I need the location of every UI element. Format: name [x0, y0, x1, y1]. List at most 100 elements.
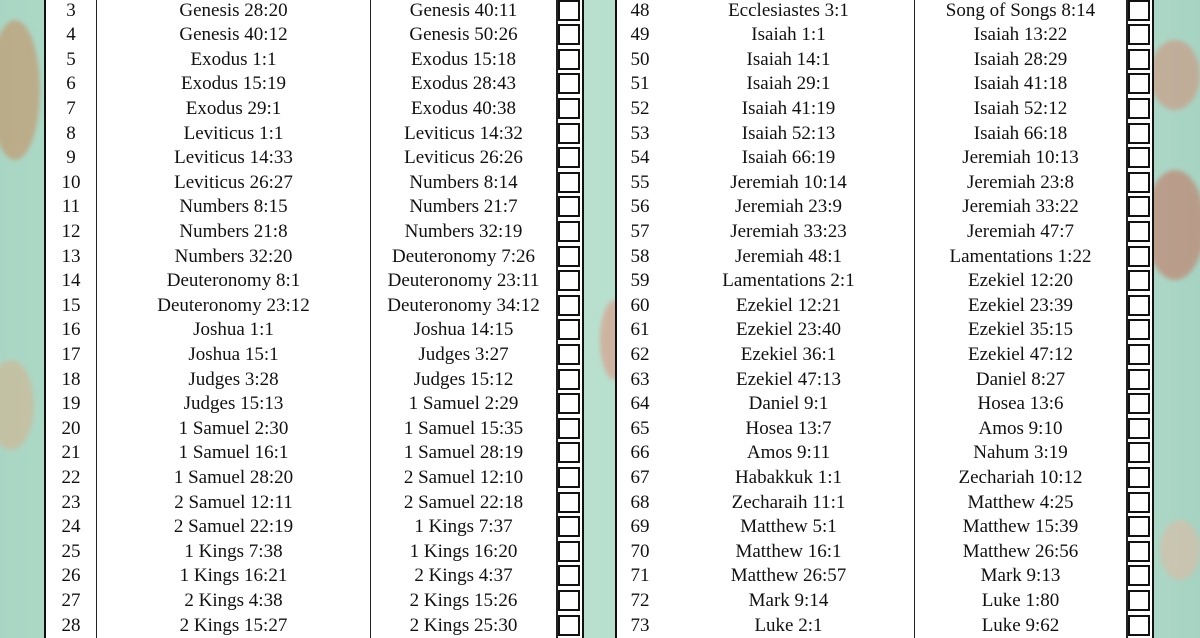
reading-start: Daniel 9:1 [663, 392, 914, 417]
completion-checkbox[interactable] [558, 172, 580, 193]
completion-checkbox[interactable] [1128, 590, 1150, 611]
completion-checkbox[interactable] [558, 369, 580, 390]
day-number: 7 [46, 97, 96, 122]
completion-checkbox[interactable] [558, 221, 580, 242]
reading-end: 1 Samuel 15:35 [371, 417, 556, 442]
completion-checkbox[interactable] [1128, 295, 1150, 316]
completion-checkbox[interactable] [558, 49, 580, 70]
completion-checkbox[interactable] [558, 516, 580, 537]
day-number: 11 [46, 195, 96, 220]
completion-checkbox[interactable] [1128, 467, 1150, 488]
reading-start: Isaiah 1:1 [663, 23, 914, 48]
day-number: 59 [617, 269, 663, 294]
reading-start: Jeremiah 23:9 [663, 195, 914, 220]
completion-checkbox[interactable] [558, 0, 580, 21]
reading-end: 1 Kings 7:37 [371, 515, 556, 540]
completion-checkbox[interactable] [1128, 49, 1150, 70]
completion-checkbox[interactable] [1128, 24, 1150, 45]
completion-checkbox[interactable] [558, 467, 580, 488]
reading-end: Matthew 4:25 [915, 491, 1126, 516]
day-number: 60 [617, 294, 663, 319]
completion-checkbox[interactable] [558, 73, 580, 94]
day-number: 61 [617, 318, 663, 343]
reading-start: 2 Kings 15:27 [97, 614, 370, 638]
completion-checkbox[interactable] [1128, 492, 1150, 513]
reading-end: Genesis 40:11 [371, 0, 556, 23]
day-number: 68 [617, 491, 663, 516]
completion-checkbox[interactable] [1128, 442, 1150, 463]
completion-checkbox[interactable] [558, 196, 580, 217]
completion-checkbox[interactable] [558, 492, 580, 513]
reading-end: 1 Samuel 2:29 [371, 392, 556, 417]
completion-checkbox[interactable] [1128, 541, 1150, 562]
completion-checkbox[interactable] [558, 590, 580, 611]
completion-checkbox[interactable] [558, 418, 580, 439]
day-number: 48 [617, 0, 663, 23]
completion-checkbox[interactable] [558, 344, 580, 365]
completion-checkbox[interactable] [1128, 319, 1150, 340]
reading-end: Numbers 32:19 [371, 220, 556, 245]
completion-checkbox[interactable] [1128, 418, 1150, 439]
completion-checkbox[interactable] [558, 393, 580, 414]
completion-checkbox[interactable] [558, 565, 580, 586]
completion-checkbox[interactable] [1128, 516, 1150, 537]
completion-checkbox[interactable] [1128, 172, 1150, 193]
completion-checkbox[interactable] [558, 24, 580, 45]
completion-checkbox[interactable] [1128, 565, 1150, 586]
reading-end: Deuteronomy 7:26 [371, 245, 556, 270]
completion-checkbox[interactable] [1128, 98, 1150, 119]
completion-checkbox[interactable] [1128, 196, 1150, 217]
completion-checkbox[interactable] [1128, 0, 1150, 21]
completion-checkbox[interactable] [558, 541, 580, 562]
completion-checkbox[interactable] [558, 615, 580, 636]
completion-checkbox[interactable] [1128, 147, 1150, 168]
day-number: 50 [617, 48, 663, 73]
reading-end: 2 Kings 4:37 [371, 564, 556, 589]
completion-checkbox[interactable] [1128, 270, 1150, 291]
completion-checkbox[interactable] [558, 246, 580, 267]
completion-checkbox[interactable] [558, 147, 580, 168]
completion-checkbox[interactable] [1128, 369, 1150, 390]
completion-checkbox[interactable] [1128, 73, 1150, 94]
completion-checkbox[interactable] [1128, 615, 1150, 636]
completion-checkbox[interactable] [1128, 221, 1150, 242]
completion-checkbox[interactable] [1128, 393, 1150, 414]
completion-checkbox[interactable] [1128, 246, 1150, 267]
day-number: 3 [46, 0, 96, 23]
day-number: 57 [617, 220, 663, 245]
reading-end: Exodus 28:43 [371, 72, 556, 97]
reading-start: 1 Samuel 16:1 [97, 441, 370, 466]
day-number: 4 [46, 23, 96, 48]
reading-start: Luke 2:1 [663, 614, 914, 638]
day-number: 6 [46, 72, 96, 97]
completion-checkbox[interactable] [558, 295, 580, 316]
completion-checkbox[interactable] [558, 98, 580, 119]
completion-checkbox[interactable] [558, 123, 580, 144]
day-number: 71 [617, 564, 663, 589]
day-number: 15 [46, 294, 96, 319]
reading-start: Judges 3:28 [97, 368, 370, 393]
completion-checkbox[interactable] [1128, 344, 1150, 365]
completion-checkbox[interactable] [558, 442, 580, 463]
reading-end: Song of Songs 8:14 [915, 0, 1126, 23]
completion-checkbox[interactable] [558, 319, 580, 340]
reading-start: 1 Samuel 2:30 [97, 417, 370, 442]
reading-end: Judges 3:27 [371, 343, 556, 368]
completion-checkbox[interactable] [1128, 123, 1150, 144]
completion-checkbox[interactable] [558, 270, 580, 291]
